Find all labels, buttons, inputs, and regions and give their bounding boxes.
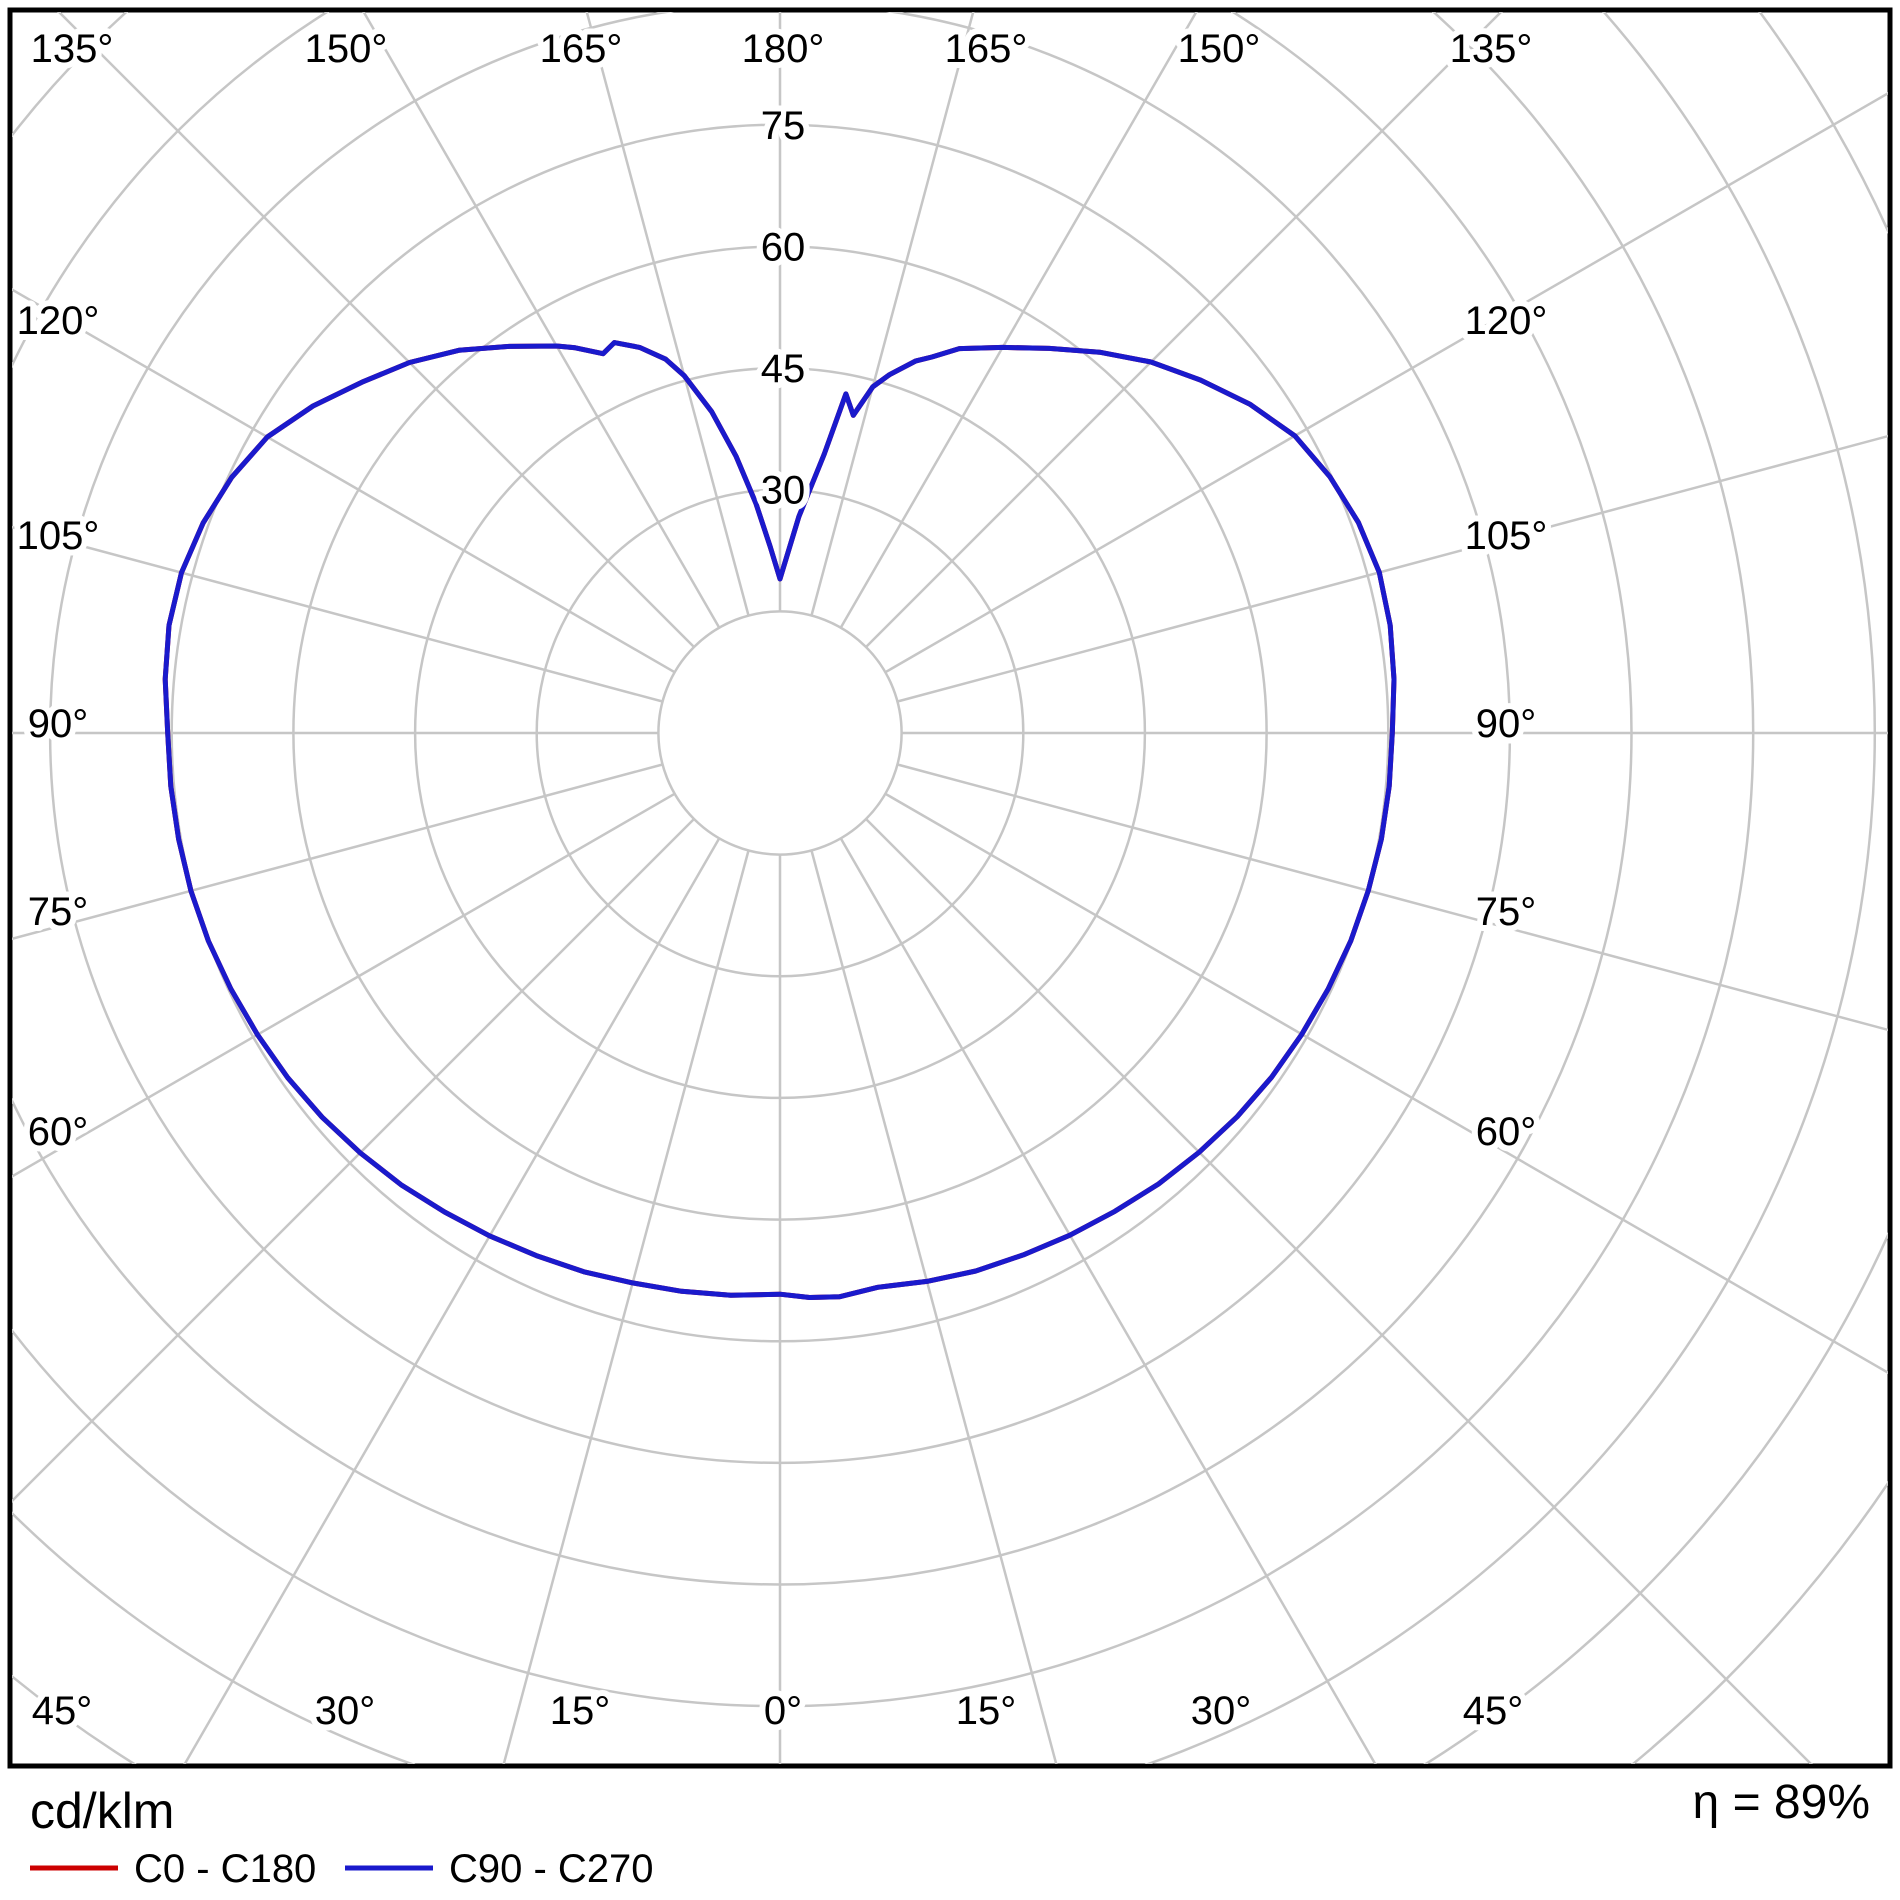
grid-spoke	[12, 525, 663, 703]
angle-label-right: 75°	[1476, 890, 1537, 934]
angle-label-right: 90°	[1476, 702, 1537, 746]
angle-label-left: 120°	[17, 299, 100, 343]
angle-label-left: 105°	[17, 514, 100, 558]
angle-label-top: 150°	[1178, 27, 1261, 71]
grid-spoke	[12, 792, 676, 1178]
legend: C0 - C180 C90 - C270	[30, 1847, 654, 1891]
grid-ring	[657, 610, 903, 856]
grid-ring	[12, 12, 1876, 1764]
angle-label-bottom: 30°	[1191, 1689, 1252, 1733]
efficiency-label: η = 89%	[1693, 1776, 1870, 1829]
grid-spoke	[897, 763, 1888, 1032]
grid-spoke	[585, 12, 750, 616]
grid-spoke	[362, 12, 721, 629]
angle-label-top: 165°	[540, 27, 623, 71]
angle-label-right: 120°	[1465, 299, 1548, 343]
legend-label-c90-c270: C90 - C270	[449, 1847, 654, 1891]
angle-label-top: 180°	[742, 27, 825, 71]
grid-spoke	[12, 288, 676, 674]
grid-spoke	[884, 91, 1888, 674]
grid-spoke	[57, 12, 695, 648]
grid-spoke	[810, 12, 975, 616]
grid-spoke	[12, 818, 695, 1503]
grid-spoke	[865, 12, 1503, 648]
grid-spoke	[897, 434, 1888, 703]
grid-spoke	[884, 792, 1888, 1375]
angle-label-left: 60°	[28, 1110, 89, 1154]
grid-spoke	[865, 818, 1813, 1764]
grid-spoke	[839, 12, 1198, 629]
angle-label-top: 135°	[31, 27, 114, 71]
angle-label-bottom: 15°	[550, 1689, 611, 1733]
radial-tick-label: 60	[761, 225, 806, 269]
axis-labels: 135° 150° 165° 180° 165° 150° 135° 45° 30° 15° 0° 1…	[11, 21, 1554, 1739]
grid-spoke	[502, 850, 750, 1764]
angle-label-top: 165°	[945, 27, 1028, 71]
legend-label-c0-c180: C0 - C180	[134, 1847, 316, 1891]
grid-spoke	[810, 850, 1058, 1764]
angle-label-top: 135°	[1450, 27, 1533, 71]
grid-spoke	[183, 837, 721, 1764]
intensity-curves	[162, 340, 1397, 1300]
angle-label-top: 150°	[305, 27, 388, 71]
angle-label-left: 75°	[28, 890, 89, 934]
angle-label-bottom: 0°	[764, 1689, 802, 1733]
radial-tick-label: 30	[761, 469, 806, 513]
radial-tick-label: 75	[761, 104, 806, 148]
angle-label-left: 90°	[28, 702, 89, 746]
plot-border	[7, 7, 1893, 1769]
angle-label-right: 105°	[1465, 514, 1548, 558]
grid-spoke	[839, 837, 1377, 1764]
units-label: cd/klm	[30, 1783, 174, 1839]
angle-label-bottom: 45°	[32, 1689, 93, 1733]
angle-label-bottom: 45°	[1463, 1689, 1524, 1733]
radial-tick-label: 45	[761, 347, 806, 391]
angle-label-bottom: 15°	[956, 1689, 1017, 1733]
angle-label-right: 60°	[1476, 1110, 1537, 1154]
curve-c90-c270	[162, 340, 1397, 1300]
angle-label-bottom: 30°	[315, 1689, 376, 1733]
grid-spoke	[12, 763, 663, 941]
